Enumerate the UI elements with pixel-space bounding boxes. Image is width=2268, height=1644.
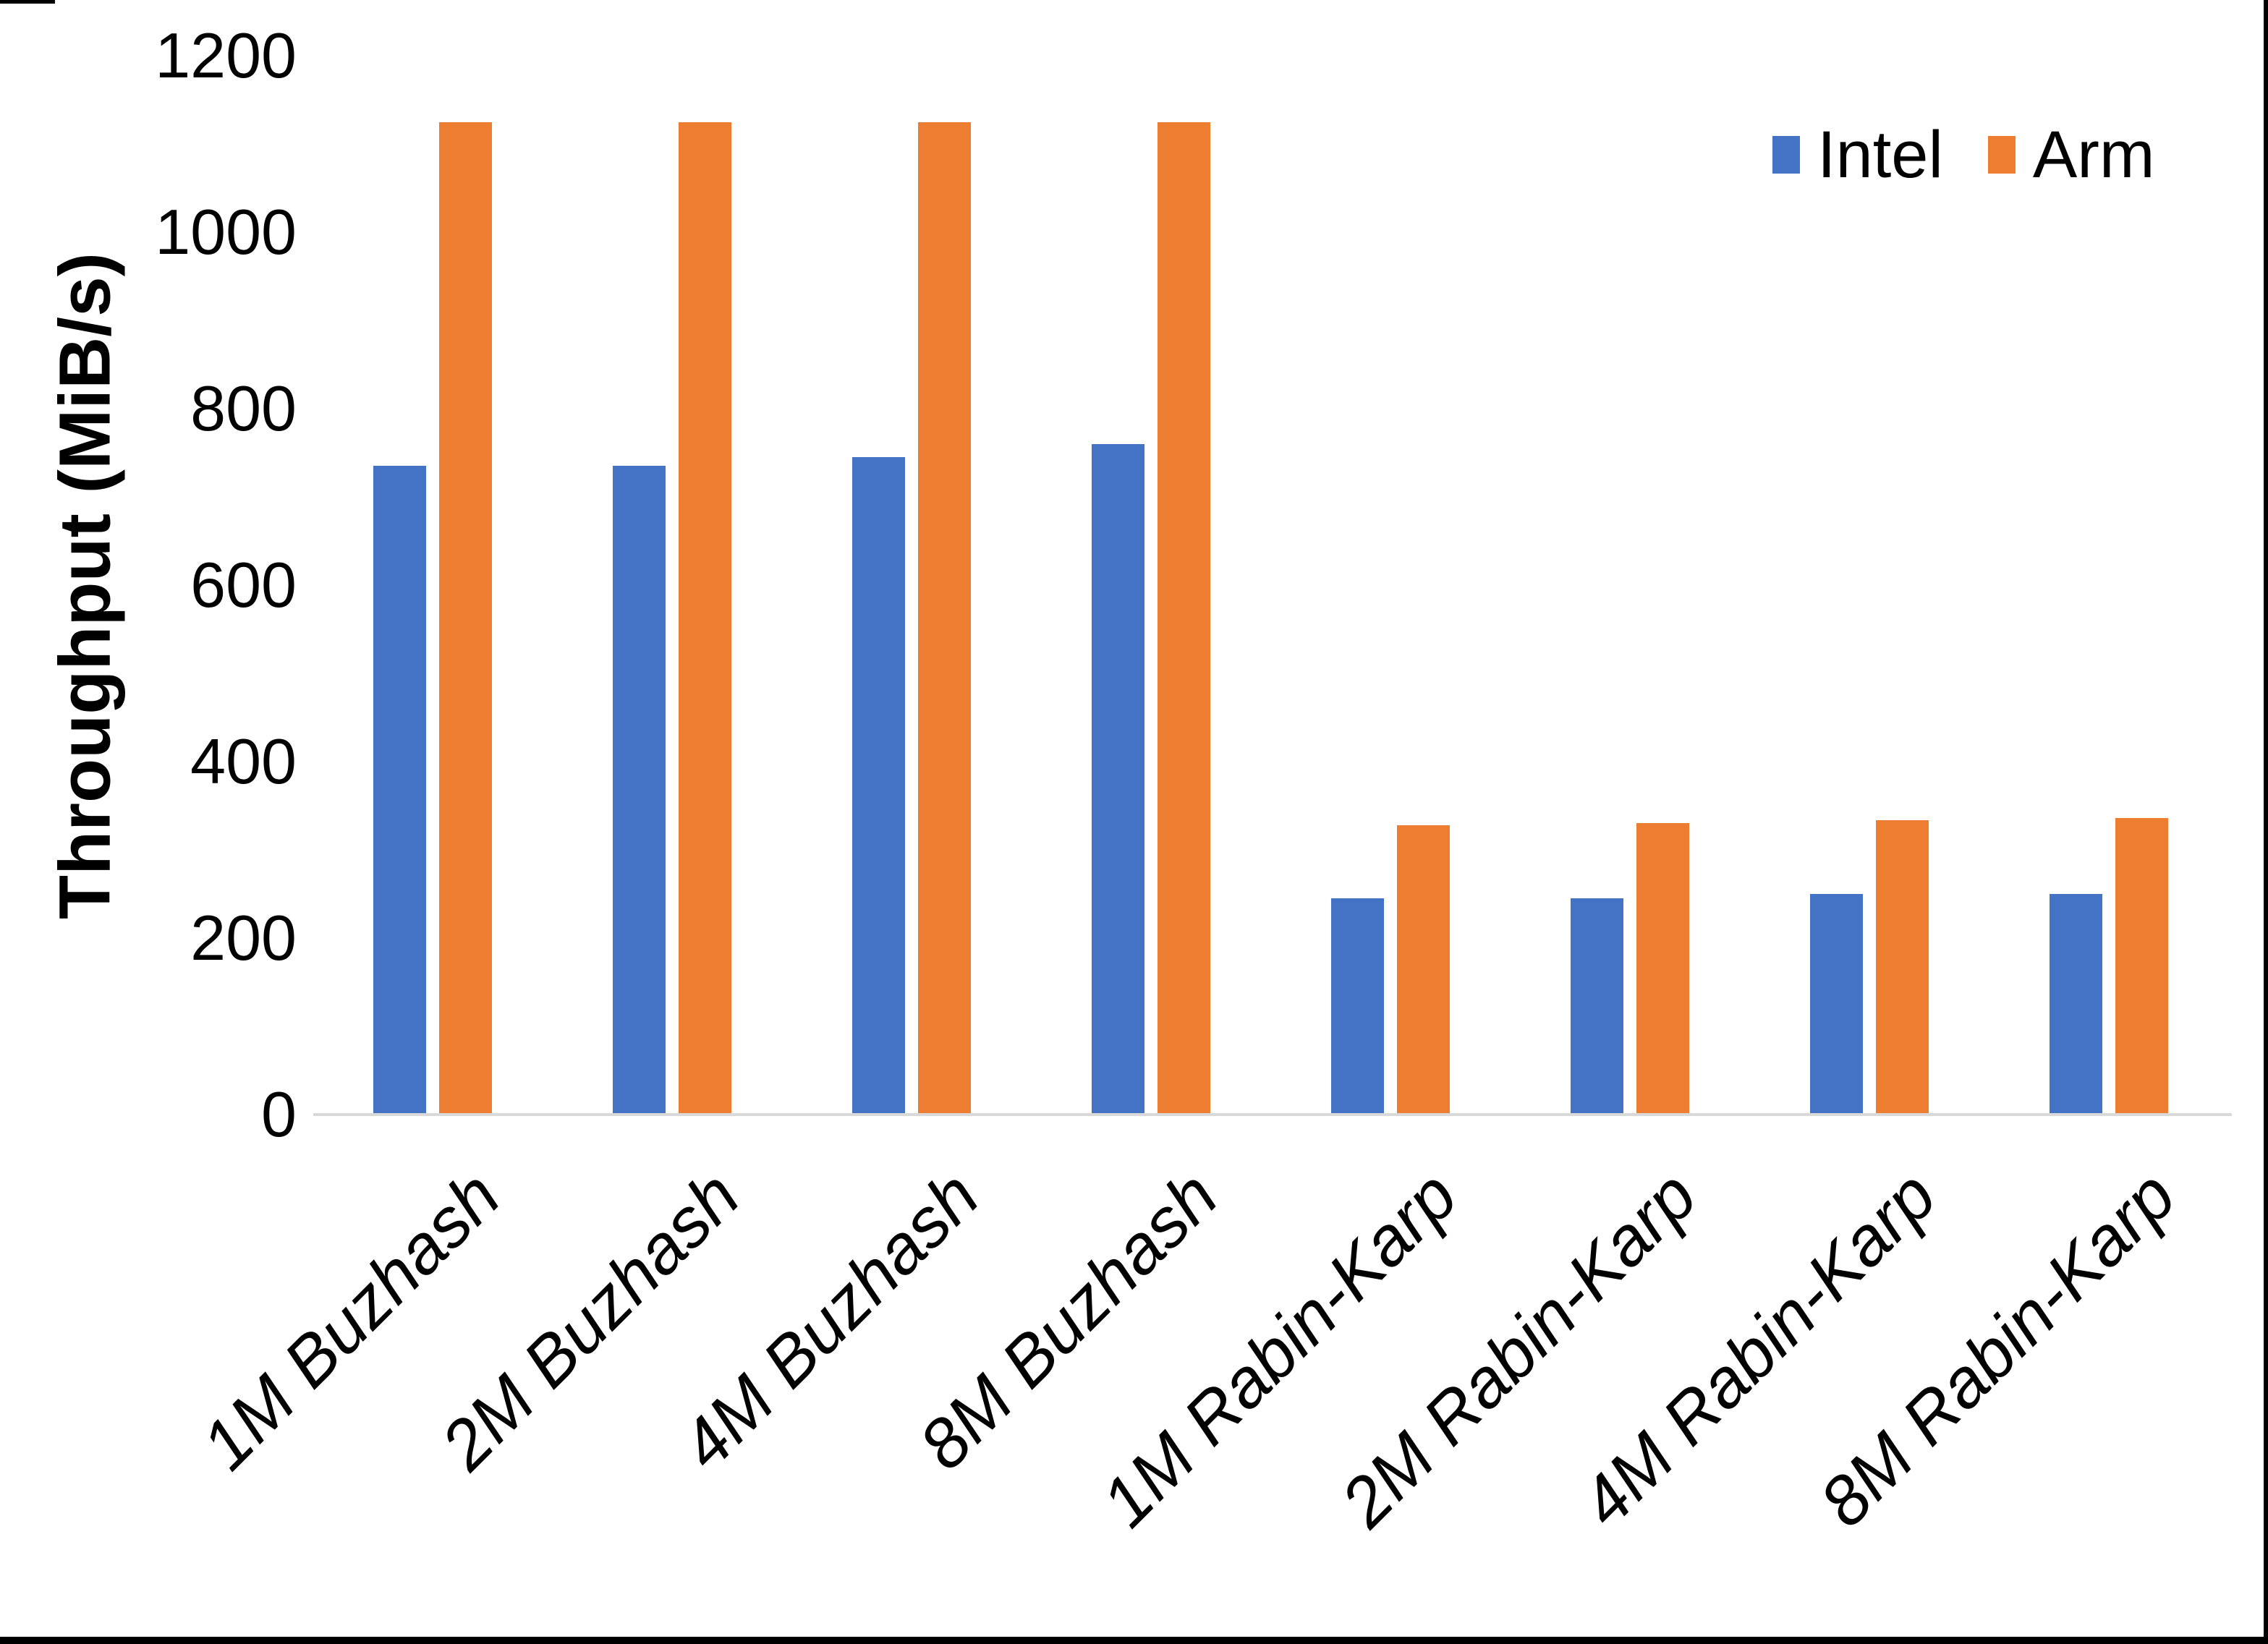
legend: Intel Arm [1772, 122, 2155, 188]
y-tick-label: 1200 [155, 20, 297, 91]
arm-bar [439, 122, 493, 1115]
category-slot [1510, 56, 1749, 1115]
category-slot [313, 56, 553, 1115]
legend-label: Intel [1817, 118, 1943, 192]
bars-row [313, 56, 2228, 1115]
category-slot [1749, 56, 1989, 1115]
intel-bar [1570, 898, 1623, 1115]
x-axis-line [313, 1113, 2232, 1116]
intel-bar [1092, 443, 1145, 1115]
screenshot-border-right [2264, 0, 2268, 1644]
y-tick-label: 400 [190, 725, 297, 797]
intel-legend-swatch [1772, 136, 1800, 174]
intel-bar [373, 466, 427, 1115]
y-tick-label: 600 [190, 549, 297, 621]
intel-bar [2049, 894, 2102, 1115]
legend-item-arm: Arm [1987, 118, 2155, 192]
category-slot [792, 56, 1032, 1115]
arm-bar [1158, 122, 1211, 1115]
intel-bar [613, 466, 666, 1115]
arm-bar [1396, 825, 1450, 1115]
arm-bar [2115, 818, 2168, 1115]
category-slot [553, 56, 792, 1115]
category-slot [1271, 56, 1511, 1115]
y-tick-label: 0 [261, 1078, 297, 1150]
intel-bar [1330, 898, 1384, 1115]
legend-item-intel: Intel [1772, 122, 1943, 188]
intel-bar [1809, 894, 1863, 1115]
arm-legend-swatch [1987, 136, 2016, 174]
arm-bar [679, 122, 732, 1115]
legend-label: Arm [2032, 118, 2155, 192]
y-tick-label: 800 [190, 372, 297, 444]
screenshot-border-bottom [0, 1637, 2268, 1644]
arm-bar [1636, 823, 1689, 1115]
intel-bar [852, 457, 906, 1115]
plot-area [313, 56, 2228, 1115]
arm-bar [1875, 819, 1929, 1115]
screenshot-border-topleft [0, 0, 55, 4]
arm-bar [918, 122, 972, 1115]
y-tick-label: 200 [190, 902, 297, 974]
y-tick-label: 1000 [155, 196, 297, 268]
category-slot [1032, 56, 1271, 1115]
category-slot [1989, 56, 2228, 1115]
